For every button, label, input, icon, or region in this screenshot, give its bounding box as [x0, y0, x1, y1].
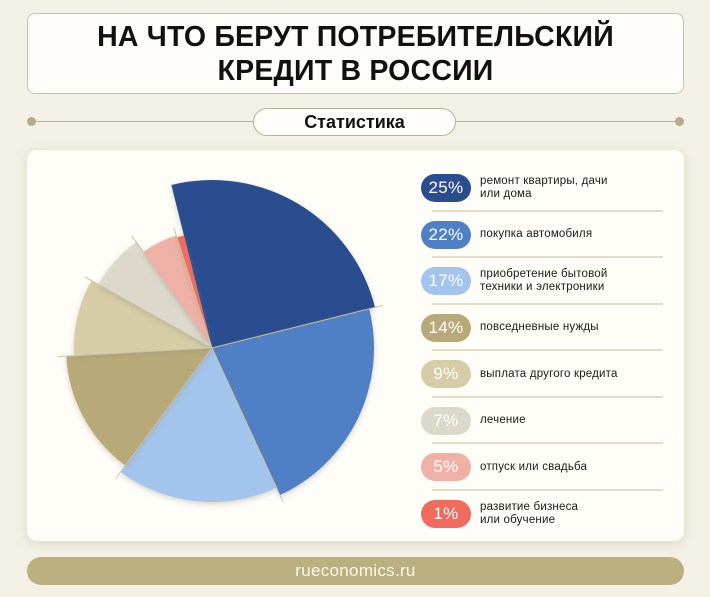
percent-badge: 22% — [421, 220, 471, 249]
subtitle-pill: Статистика — [253, 108, 456, 136]
legend-item: 22% покупка автомобиля — [421, 212, 671, 259]
legend-item: 1% развитие бизнеса или обучение — [421, 491, 671, 538]
percent-badge: 17% — [421, 267, 471, 296]
legend-label: выплата другого кредита — [480, 367, 618, 380]
percent-badge: 9% — [421, 360, 471, 389]
legend-label: развитие бизнеса или обучение — [480, 500, 579, 526]
legend-item: 14% повседневные нужды — [421, 305, 671, 352]
legend-label: покупка автомобиля — [480, 228, 593, 241]
legend-label: отпуск или свадьба — [480, 460, 588, 473]
chart-card: 25% ремонт квартиры, дачи или дома 22% п… — [27, 150, 684, 541]
pie-slice — [66, 348, 212, 466]
legend-item: 25% ремонт квартиры, дачи или дома — [421, 165, 671, 212]
separator-line-right — [456, 121, 678, 122]
pie-chart — [58, 180, 383, 503]
percent-badge: 25% — [421, 174, 471, 203]
slice-divider — [173, 227, 213, 349]
legend-item: 17% приобретение бытовой техники и элект… — [421, 258, 671, 305]
separator-dot-right — [675, 117, 684, 126]
source-footer: rueconomics.ru — [27, 557, 684, 585]
chart-legend: 25% ремонт квартиры, дачи или дома 22% п… — [421, 165, 671, 537]
percent-badge: 7% — [421, 406, 471, 435]
slice-divider — [84, 276, 213, 349]
legend-label: лечение — [480, 414, 526, 427]
legend-label: приобретение бытовой техники и электрони… — [480, 268, 608, 294]
slice-divider — [211, 304, 383, 349]
percent-badge: 14% — [421, 313, 471, 342]
legend-item: 5% отпуск или свадьба — [421, 444, 671, 491]
pie-slice — [74, 280, 212, 356]
legend-item: 7% лечение — [421, 398, 671, 445]
pie-slice — [171, 180, 376, 348]
separator-dot-left — [27, 117, 36, 126]
title-line-1: НА ЧТО БЕРУТ ПОТРЕБИТЕЛЬСКИЙ — [97, 20, 614, 53]
pie-slice — [143, 235, 212, 348]
slice-divider — [58, 347, 213, 358]
legend-label: ремонт квартиры, дачи или дома — [480, 175, 608, 201]
percent-badge: 5% — [421, 453, 471, 482]
title-box: НА ЧТО БЕРУТ ПОТРЕБИТЕЛЬСКИЙ КРЕДИТ В РО… — [27, 13, 684, 94]
pie-slice — [98, 242, 212, 348]
percent-badge: 1% — [421, 499, 471, 528]
title-line-2: КРЕДИТ В РОССИИ — [217, 54, 494, 87]
pie-slice — [212, 308, 375, 496]
legend-label: повседневные нужды — [480, 321, 599, 334]
legend-item: 9% выплата другого кредита — [421, 351, 671, 398]
separator-line-left — [34, 121, 254, 122]
slice-divider — [131, 235, 213, 349]
slice-divider — [211, 347, 284, 503]
pie-slice — [120, 348, 277, 503]
slice-divider — [115, 347, 213, 479]
